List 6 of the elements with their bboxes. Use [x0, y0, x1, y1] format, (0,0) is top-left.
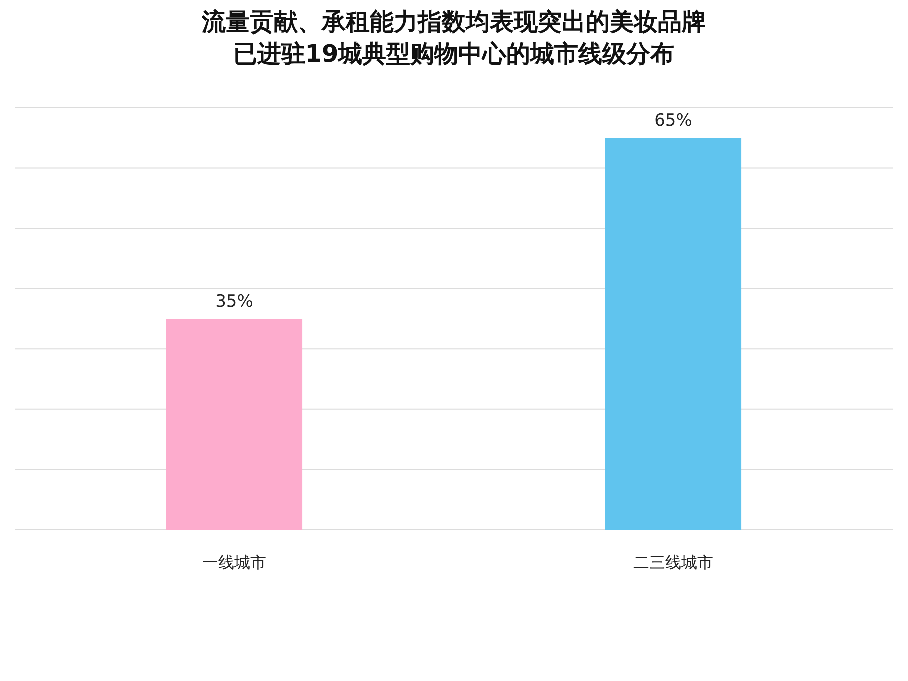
chart-title: 流量贡献、承租能力指数均表现突出的美妆品牌	[201, 8, 706, 36]
x-tick-label: 二三线城市	[634, 553, 714, 572]
data-label: 65%	[654, 111, 692, 132]
x-tick-label: 一线城市	[202, 553, 266, 572]
chart-subtitle: 已进驻19城典型购物中心的城市线级分布	[233, 40, 675, 68]
data-label: 35%	[216, 292, 254, 312]
